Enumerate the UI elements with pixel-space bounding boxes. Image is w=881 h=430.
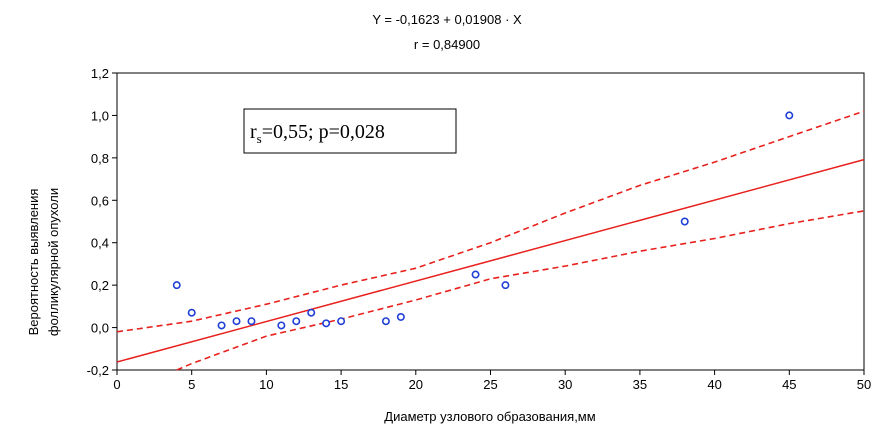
y-tick-label: 1,2: [91, 66, 109, 81]
data-point: [307, 308, 316, 317]
data-point: [471, 270, 480, 279]
y-axis: -0,2 0,0 0,2 0,4 0,6 0,8 1,0 1,2: [87, 66, 117, 378]
x-tick-label: 5: [188, 377, 195, 392]
data-point: [247, 317, 256, 326]
confidence-band-lower: [176, 210, 865, 371]
y-tick-label: 0,4: [91, 236, 109, 251]
data-point: [501, 281, 510, 290]
y-tick-label: 1,0: [91, 108, 109, 123]
x-tick-label: 10: [259, 377, 273, 392]
x-tick-label: 40: [707, 377, 721, 392]
chart-title-equation: Y = -0,1623 + 0,01908 · X: [372, 12, 522, 27]
confidence-band-upper: [116, 110, 865, 333]
chart-title-correlation: r = 0,84900: [414, 37, 480, 52]
data-point: [187, 308, 196, 317]
y-tick-label: 0,6: [91, 193, 109, 208]
y-tick-label: 0,8: [91, 151, 109, 166]
data-point: [680, 217, 689, 226]
annotation-box: rs=0,55; p=0,028: [243, 108, 457, 154]
x-tick-label: 30: [558, 377, 572, 392]
annotation-r: r: [250, 121, 257, 143]
x-tick-label: 25: [483, 377, 497, 392]
data-point: [396, 312, 405, 321]
regression-line: [116, 158, 865, 363]
y-tick-label: 0,2: [91, 278, 109, 293]
data-point: [217, 321, 226, 330]
x-axis: 0 5 10 15 20 25 30 35 40 45 50: [113, 370, 871, 392]
x-tick-label: 15: [334, 377, 348, 392]
annotation-frame: [243, 108, 457, 154]
y-axis-label-line1: Вероятность выявления: [26, 189, 41, 336]
data-point: [232, 317, 241, 326]
x-tick-label: 20: [409, 377, 423, 392]
data-point: [277, 321, 286, 330]
x-tick-label: 45: [782, 377, 796, 392]
data-point: [292, 317, 301, 326]
annotation-values: =0,55; p=0,028: [262, 121, 385, 143]
x-tick-label: 35: [633, 377, 647, 392]
data-point: [322, 319, 331, 328]
series-layer: [116, 110, 865, 371]
annotation-subscript: s: [257, 131, 262, 146]
data-point: [785, 111, 794, 120]
x-tick-label: 0: [113, 377, 120, 392]
plot-frame: [116, 72, 865, 371]
data-point: [381, 317, 390, 326]
x-axis-label: Диаметр узлового образования,мм: [384, 409, 595, 424]
x-tick-label: 50: [857, 377, 871, 392]
data-point: [337, 317, 346, 326]
data-point: [172, 281, 181, 290]
y-tick-label: -0,2: [87, 363, 109, 378]
y-tick-label: 0,0: [91, 321, 109, 336]
y-axis-label-line2: фолликулярной опухоли: [46, 188, 61, 336]
annotation-text: rs=0,55; p=0,028: [250, 121, 385, 146]
